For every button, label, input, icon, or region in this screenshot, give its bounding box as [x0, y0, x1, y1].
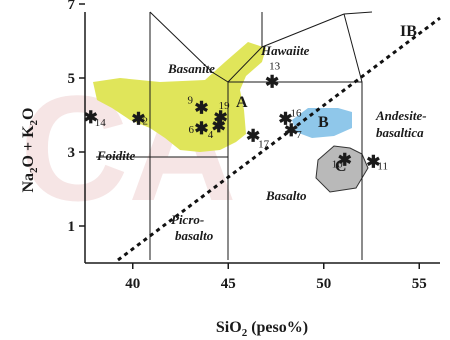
axes-frame	[84, 12, 440, 264]
sample-point-marker: ✱	[278, 110, 292, 129]
y-tick-label: 1	[68, 219, 76, 235]
x-axis-title: SiO2 (peso%)	[216, 319, 308, 339]
x-tick-label: 45	[221, 276, 236, 292]
group-b-region	[292, 108, 352, 138]
sample-point-marker: ✱	[366, 152, 380, 171]
x-tick-label: 40	[125, 276, 140, 292]
group-a-region	[93, 42, 266, 152]
sample-point-label: 9	[188, 95, 194, 107]
sample-point-marker: ✱	[265, 73, 279, 92]
ib-label: IB	[400, 23, 417, 40]
group-c-label: C	[335, 158, 347, 175]
y-axis-title: Na2O + K2O	[20, 107, 40, 192]
field-basanite: Basanite	[167, 61, 215, 76]
sample-point-label: 19	[219, 100, 231, 112]
field-labels: Basanite Hawaiite Foidite Picro- basalto…	[96, 43, 427, 243]
field-hawaiite: Hawaiite	[260, 43, 310, 58]
sample-point-marker: ✱	[194, 119, 208, 138]
field-basalto: Basalto	[265, 188, 307, 203]
sample-point-marker: ✱	[338, 150, 352, 169]
sample-point-marker: ✱	[131, 110, 145, 129]
sample-point-marker: ✱	[194, 99, 208, 118]
sample-point-label: 7	[296, 129, 302, 141]
sample-points: ✱2 ✱4✱6 ✱7✱9✱10 ✱11✱13✱14 ✱16✱17✱19	[84, 61, 388, 173]
y-tick-label: 3	[68, 145, 76, 161]
sample-point-label: 16	[291, 108, 303, 120]
sample-point-marker: ✱	[212, 117, 226, 136]
group-a-label: A	[236, 94, 248, 111]
sample-point-label: 4	[208, 129, 214, 141]
sample-point-label: 14	[95, 117, 107, 129]
sample-point-marker: ✱	[284, 121, 298, 140]
field-basaltica: basaltica	[376, 125, 424, 140]
sample-point-marker: ✱	[246, 126, 260, 145]
ib-boundary-line	[117, 16, 441, 262]
field-boundaries	[96, 11, 373, 260]
field-picro: Picro-	[171, 212, 204, 227]
sample-point-label: 11	[377, 160, 388, 172]
y-tick-label: 7	[68, 0, 76, 13]
sample-point-label: 2	[142, 116, 148, 128]
group-regions	[93, 42, 369, 193]
group-c-region	[315, 145, 369, 193]
group-b-label: B	[318, 114, 329, 131]
sample-point-label: 10	[332, 158, 344, 170]
sample-point-marker: ✱	[84, 108, 98, 127]
sample-point-label: 6	[189, 124, 195, 136]
sample-point-label: 17	[258, 138, 270, 150]
y-tick-label: 5	[68, 71, 76, 87]
x-tick-label: 50	[316, 276, 331, 292]
field-foidite: Foidite	[96, 148, 136, 163]
x-tick-label: 55	[412, 276, 427, 292]
field-andesite: Andesite-	[375, 108, 427, 123]
field-basalto-2: basalto	[175, 228, 214, 243]
sample-point-label: 13	[269, 61, 281, 73]
sample-point-marker: ✱	[213, 108, 227, 127]
